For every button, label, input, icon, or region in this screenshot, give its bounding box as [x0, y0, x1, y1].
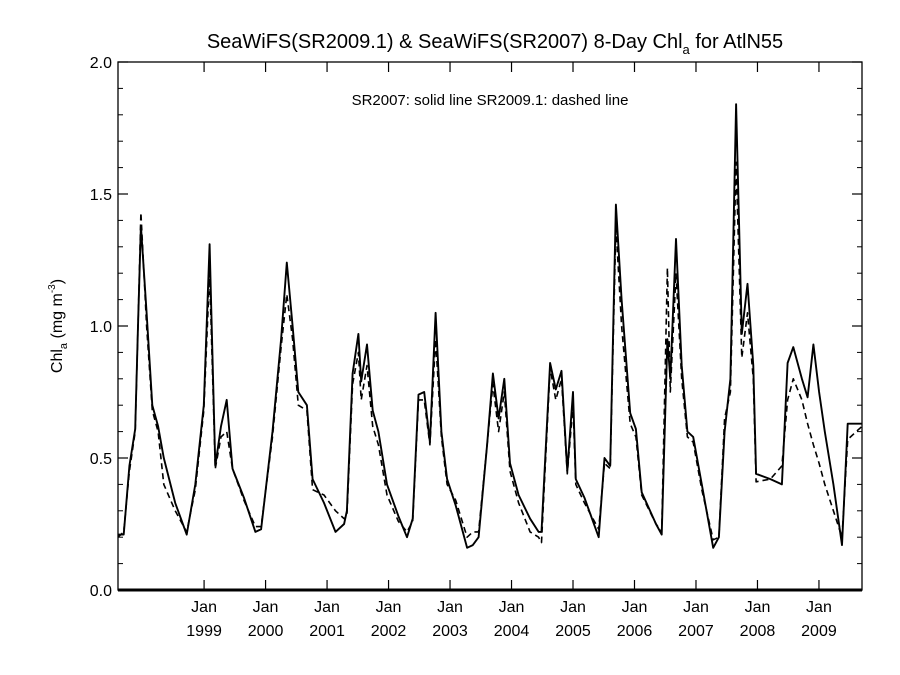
y-axis-label-superscript: -3 — [47, 284, 58, 293]
x-tick-label-year: 2005 — [555, 623, 591, 640]
y-axis-label-unit: (mg m — [49, 293, 66, 343]
x-tick-label-year: 2002 — [371, 623, 407, 640]
x-tick-label-month: Jan — [437, 599, 463, 616]
x-tick-label-month: Jan — [806, 599, 832, 616]
x-tick-label-year: 2006 — [617, 623, 653, 640]
x-axis-ticks: Jan 1999 Jan 2000 Jan 2001 Jan 2002 Jan 2003 Jan 20… — [186, 62, 837, 640]
x-tick-label-month: Jan — [191, 599, 217, 616]
x-tick-label-year: 2009 — [801, 623, 837, 640]
x-tick-label-month: Jan — [499, 599, 525, 616]
x-tick-label-year: 2003 — [432, 623, 468, 640]
x-tick-label-month: Jan — [745, 599, 771, 616]
legend-annotation: SR2007: solid line SR2009.1: dashed line — [352, 92, 629, 109]
x-tick-label-month: Jan — [560, 599, 586, 616]
x-tick-label-month: Jan — [683, 599, 709, 616]
x-tick-label-year: 1999 — [186, 623, 222, 640]
x-tick-label-month: Jan — [314, 599, 340, 616]
x-tick-label-month: Jan — [376, 599, 402, 616]
y-axis-label-main: Chl — [49, 349, 66, 373]
x-tick-label-year: 2000 — [248, 623, 284, 640]
x-tick-label-year: 2004 — [494, 623, 530, 640]
y-axis-label: Chla (mg m-3) — [47, 279, 70, 373]
y-tick-label: 2.0 — [90, 55, 112, 72]
series-line-sr2007 — [118, 103, 862, 549]
y-tick-label: 1.0 — [90, 319, 112, 336]
x-tick-label-month: Jan — [253, 599, 279, 616]
x-tick-label-year: 2008 — [740, 623, 776, 640]
chart-title-tail: for AtlN55 — [690, 31, 783, 53]
y-axis-label-subscript: a — [58, 342, 70, 349]
chart-title: SeaWiFS(SR2009.1) & SeaWiFS(SR2007) 8-Da… — [207, 31, 783, 57]
y-tick-label: 0.0 — [90, 583, 112, 600]
series-group — [117, 103, 863, 549]
y-tick-label: 1.5 — [90, 187, 112, 204]
y-tick-label: 0.5 — [90, 451, 112, 468]
y-axis-ticks: 0.0 0.5 1.0 1.5 2.0 — [90, 55, 862, 600]
y-axis-label-close: ) — [49, 279, 66, 284]
x-tick-label-year: 2007 — [678, 623, 714, 640]
x-tick-label-year: 2001 — [309, 623, 345, 640]
chart-title-subscript: a — [683, 42, 691, 57]
x-tick-label-month: Jan — [622, 599, 648, 616]
series-line-sr2009-1 — [117, 161, 863, 544]
chart-title-main: SeaWiFS(SR2009.1) & SeaWiFS(SR2007) 8-Da… — [207, 31, 683, 53]
